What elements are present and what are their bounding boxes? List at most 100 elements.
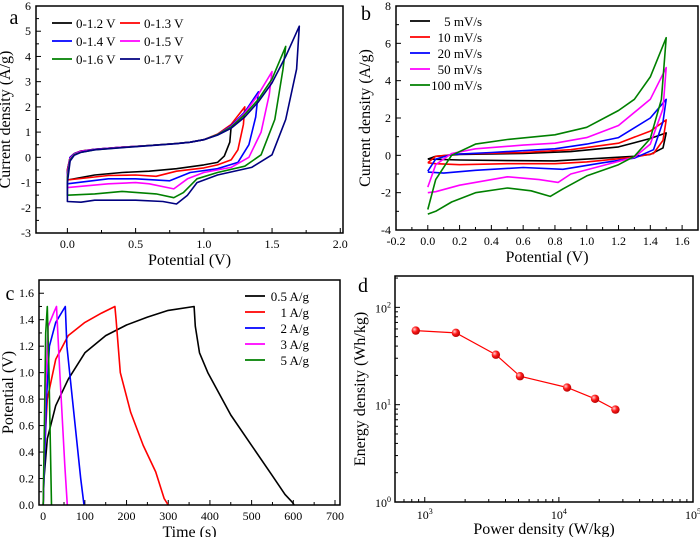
x-tick-label: 1.0 <box>579 234 594 248</box>
data-point <box>515 372 525 381</box>
panel-c: c 0 100 200 300 400 500 600 700 0.0 0.2 0.4 0.6 0.8 1.… <box>0 279 344 537</box>
data-point <box>562 383 572 392</box>
y-tick-label: 4 <box>25 49 31 63</box>
legend-item: 0-1.4 V <box>52 34 116 49</box>
y-axis-label: Energy density (Wh/kg) <box>352 312 369 466</box>
legend-label: 0-1.5 V <box>144 34 184 49</box>
y-tick-label: 0.8 <box>19 392 34 406</box>
legend: 0-1.2 V 0-1.3 V 0-1.4 V 0-1.5 V 0-1.6 V 0-1.7… <box>52 16 184 67</box>
series-line-5-mV-s <box>427 132 668 162</box>
y-tick-label: 0 <box>385 148 391 162</box>
plot-frame <box>38 279 341 506</box>
x-tick-label: 0.0 <box>60 237 75 251</box>
y-tick-label: 102 <box>375 300 391 315</box>
x-tick-label: 1.4 <box>643 234 658 248</box>
x-tick-label: 104 <box>551 507 567 522</box>
x-tick-label: 2.0 <box>333 237 348 251</box>
x-tick-label: 103 <box>417 507 433 522</box>
legend-item: 5 mV/s <box>410 14 482 29</box>
y-tick-label: 3 <box>25 75 31 89</box>
plot-frame <box>35 5 344 234</box>
series-line-0-1-7-V <box>66 25 301 205</box>
legend-label: 100 mV/s <box>431 78 482 93</box>
legend-item: 0-1.3 V <box>120 16 184 31</box>
y-tick-label: 0.6 <box>19 419 34 433</box>
series-line-5-A-g <box>42 305 53 505</box>
series-line-3-A-g <box>42 305 69 505</box>
data-point <box>611 405 620 414</box>
x-tick-label: 300 <box>159 509 177 523</box>
y-tick-label: 101 <box>375 398 391 413</box>
legend-label: 50 mV/s <box>438 62 482 77</box>
x-tick-label: 105 <box>685 507 700 522</box>
series-line-20-mV-s <box>427 98 668 174</box>
series-line-0-5-A-g <box>42 305 295 505</box>
data-point <box>411 326 420 335</box>
x-tick-label: 1.2 <box>611 234 626 248</box>
x-tick-label: 400 <box>201 509 219 523</box>
y-tick-label: 6 <box>385 36 391 50</box>
y-tick-label: -1 <box>21 176 31 190</box>
legend-label: 5 mV/s <box>444 14 482 29</box>
legend-item: 3 A/g <box>245 337 309 352</box>
data-point <box>491 350 501 359</box>
x-tick-label: 1.6 <box>675 234 690 248</box>
panel-a: a 0.0 0.5 1.0 1.5 2.0 -3 -2 -1 0 1 2 3 4 5 6 Potential (… <box>0 0 348 269</box>
panel-b: b -0.2 0.0 0.2 0.4 0.6 0.8 1.0 1.2 1.4 1.6 -4 -2 0 2 4 6… <box>357 0 699 266</box>
y-axis-label: Current density (A/g) <box>0 51 14 189</box>
legend-label: 0-1.3 V <box>144 16 184 31</box>
x-axis-label: Potential (V) <box>505 249 588 266</box>
x-tick-label: 100 <box>76 509 94 523</box>
y-tick-label: 100 <box>375 495 391 510</box>
ticks <box>394 277 694 503</box>
panel-d: d 103 104 105 100 101 102 Power density (W/kg) E… <box>352 275 700 537</box>
data-point <box>590 394 600 403</box>
legend-item: 0.5 A/g <box>245 289 309 304</box>
series-line <box>415 330 616 411</box>
y-axis-label: Potential (V) <box>0 351 17 434</box>
y-tick-label: 0.4 <box>19 445 34 459</box>
series-line-0-1-5-V <box>66 70 273 190</box>
legend-label: 10 mV/s <box>438 30 482 45</box>
y-axis-label: Current density (A/g) <box>357 49 374 187</box>
y-tick-label: 5 <box>25 24 31 38</box>
panel-label: c <box>6 283 15 305</box>
panel-label: d <box>358 275 368 297</box>
y-tick-label: -2 <box>21 201 31 215</box>
data-point <box>451 328 461 338</box>
x-axis-label: Potential (V) <box>148 252 231 269</box>
plot-area <box>411 326 620 414</box>
plot-area <box>427 36 668 215</box>
legend-item: 2 A/g <box>245 321 309 336</box>
legend-label: 3 A/g <box>280 337 309 352</box>
legend-label: 0-1.4 V <box>76 34 116 49</box>
y-tick-label: 2 <box>25 100 31 114</box>
y-tick-label: -3 <box>21 226 31 240</box>
legend-item: 0-1.2 V <box>52 16 116 31</box>
x-tick-label: 600 <box>284 509 302 523</box>
legend: 0.5 A/g1 A/g2 A/g3 A/g5 A/g <box>245 289 309 368</box>
legend-label: 0-1.2 V <box>76 16 116 31</box>
legend-item: 20 mV/s <box>410 46 482 61</box>
x-tick-label: 1.5 <box>265 237 280 251</box>
x-axis-label: Power density (W/kg) <box>473 521 614 537</box>
series-line-1-A-g <box>42 305 169 505</box>
y-tick-label: 1.6 <box>19 286 34 300</box>
y-tick-label: 1.2 <box>19 339 34 353</box>
legend-item: 100 mV/s <box>410 78 482 93</box>
x-tick-label: 0.8 <box>547 234 562 248</box>
x-tick-label: 0.2 <box>452 234 467 248</box>
y-tick-label: 0.0 <box>19 498 34 512</box>
series-line-50-mV-s <box>427 66 668 194</box>
y-tick-label: 2 <box>385 111 391 125</box>
legend-item: 10 mV/s <box>410 30 482 45</box>
plot-area <box>66 25 301 205</box>
legend-label: 0-1.6 V <box>76 52 116 67</box>
plot-frame <box>395 5 699 231</box>
legend-label: 2 A/g <box>280 321 309 336</box>
legend-label: 0.5 A/g <box>271 289 310 304</box>
x-tick-label: 200 <box>118 509 136 523</box>
